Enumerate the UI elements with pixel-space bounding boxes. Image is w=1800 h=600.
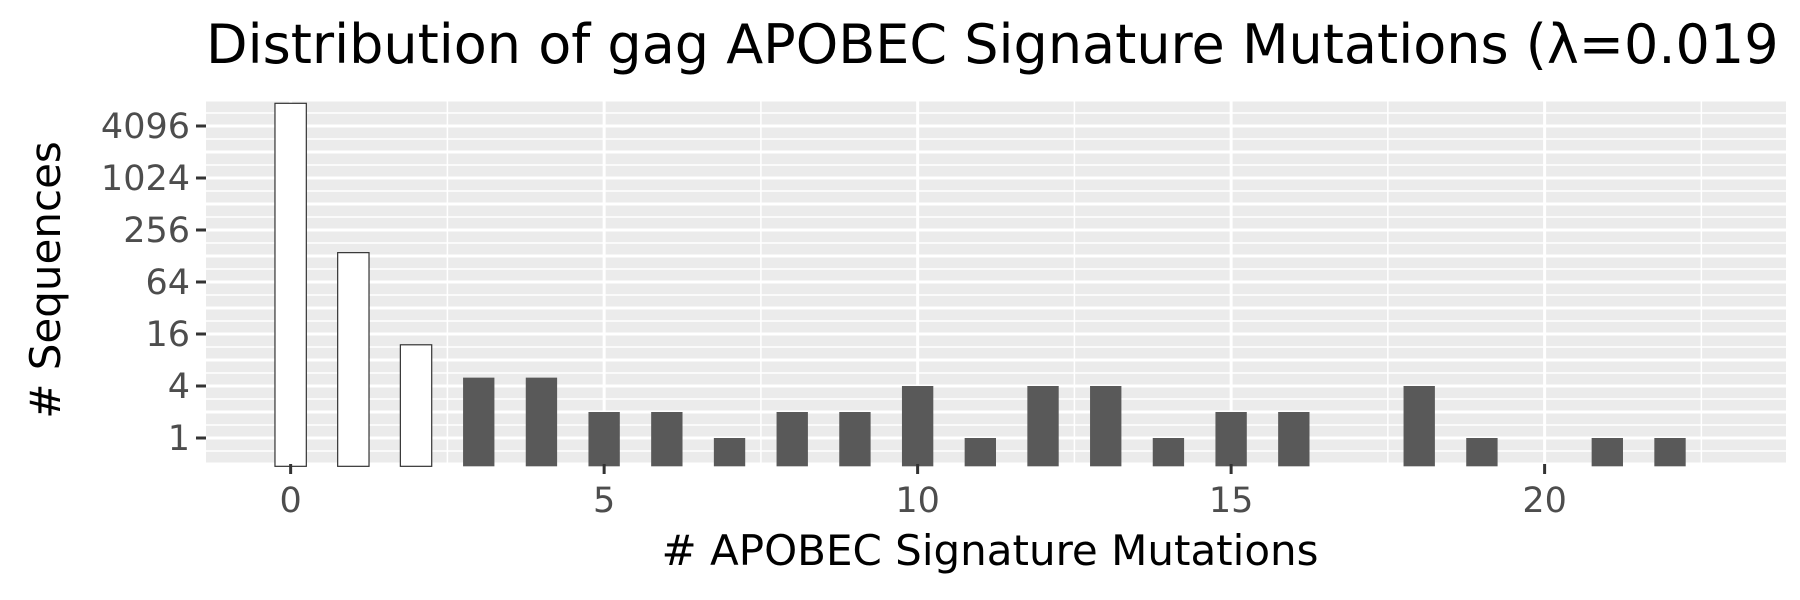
bars [274,102,1686,467]
bar [964,438,996,467]
grid-minor [206,100,1786,464]
bar [274,102,307,467]
bar [651,412,683,467]
y-tick-label: 16 [145,315,190,355]
bar [1152,438,1185,467]
y-tick-label: 64 [145,263,190,303]
bar [1278,412,1310,467]
y-axis-title: # Sequences [21,141,70,419]
bar [588,412,620,467]
y-tick-label: 1024 [101,159,190,199]
y-tick-label: 256 [123,211,190,251]
y-tick-label: 4096 [101,107,190,147]
x-tick-label: 15 [1209,481,1254,521]
bar [901,386,934,467]
bar [1654,438,1686,467]
x-tick-label: 0 [280,481,302,521]
bar [1591,438,1623,467]
bar [1403,386,1435,467]
y-tick-label: 1 [168,419,190,459]
y-axis: 1 4 16 64 256 1024 4096 [101,107,206,459]
bar [776,412,808,467]
bar [1090,386,1122,467]
bar [525,377,558,467]
x-tick-label: 10 [895,481,940,521]
y-tick-label: 4 [168,367,190,407]
bar [463,377,495,467]
chart-title: Distribution of gag APOBEC Signature Mut… [206,13,1779,76]
x-axis-title: # APOBEC Signature Mutations [661,526,1318,575]
x-tick-label: 20 [1522,481,1567,521]
bar [1215,412,1247,467]
bar [337,252,370,467]
bar [839,412,871,467]
bar [713,438,746,467]
bar [1466,438,1498,467]
x-tick-label: 5 [593,481,615,521]
x-axis: 0 5 10 15 20 [280,464,1567,521]
bar [399,344,433,467]
bar [1027,386,1059,467]
